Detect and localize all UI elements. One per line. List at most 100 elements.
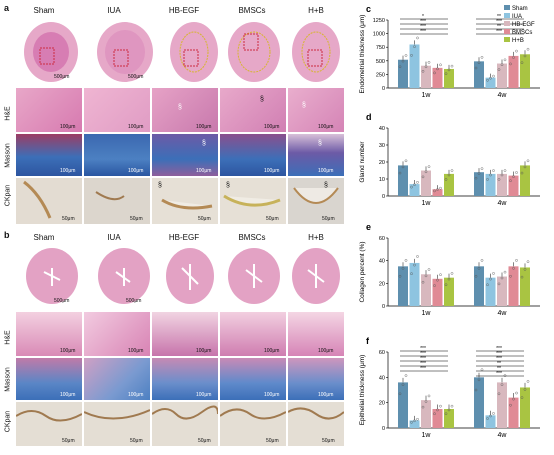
data-point [492,272,495,275]
data-point [492,74,495,78]
legend-swatch-hb-egf [504,21,510,26]
data-point [439,404,442,408]
data-point [447,173,451,177]
data-point [500,276,504,280]
panel-label-f: f [366,336,370,346]
scale-bar-label: 100μm [196,124,212,130]
bar-h+b-4w [520,165,530,196]
data-point [439,63,442,67]
significance-mark: *** [420,19,426,25]
data-point [512,267,515,270]
scale-bar-label: 100μm [196,392,212,398]
data-point [444,72,448,76]
data-point [427,268,431,271]
scale-bar-label: 50μm [322,438,335,444]
scale-bar-label: 100μm [318,124,334,130]
bar-h+b-1w [444,409,454,428]
scale-bar-label: 100μm [60,124,76,130]
scale-bar-label: 100μm [196,168,212,174]
significance-mark: *** [420,29,426,35]
masson-image-bmscs: 100μm [220,134,286,176]
data-point [404,54,408,57]
data-point [503,270,507,274]
scale-bar-label: 100μm [318,392,334,398]
bar-bmscs-4w [508,397,519,428]
scale-bar-label: 50μm [266,216,279,222]
data-point [523,165,527,169]
bar-hb-egf-1w [421,400,431,428]
data-point [444,178,448,181]
data-point [416,36,419,40]
x-tick-label: 1w [422,432,432,439]
he-image-iua: 100μm [84,88,150,132]
data-point [404,259,408,262]
whole-section-hbegf [158,246,218,306]
section-mark: § [324,182,328,189]
data-point [480,167,484,170]
y-tick-label: 40 [379,375,385,381]
data-point [450,169,454,172]
data-point [474,388,478,392]
data-point [427,165,431,168]
data-point [515,259,518,262]
ckpan-image-iua: 50μm [84,178,150,224]
ckpan-image-hbegf: § 50μm [152,178,218,224]
significance-mark: *** [496,346,502,352]
scale-bar-label: 50μm [62,216,75,222]
bar-sham-4w [474,61,484,88]
data-point [413,263,416,267]
data-point [474,176,478,180]
data-point [433,412,436,416]
data-point [401,59,405,63]
legend-swatch-iua [504,13,510,18]
y-tick-label: 20 [379,401,385,407]
bar-sham-1w [398,382,408,428]
y-tick-label: 250 [376,72,385,78]
data-point [486,283,489,287]
bar-iua-4w [485,77,496,88]
scale-bar-label: 100μm [318,168,334,174]
he-image-hbegf: 100μm [152,312,218,356]
y-axis-label: Gland number [359,141,366,183]
y-tick-label: 750 [376,45,385,51]
whole-section-iua: 500μm [90,246,152,306]
scale-bar-label: 100μm [128,168,144,174]
data-point [480,368,484,372]
bar-iua-1w [409,184,420,196]
significance-mark: * [422,14,424,20]
scale-bar-label: 50μm [198,438,211,444]
row-label-he: H&E [4,106,12,121]
data-point [436,408,439,412]
data-point [526,159,530,163]
legend-label: BMSCs [512,30,532,36]
bar-hb-egf-4w [497,63,507,88]
significance-mark: *** [420,366,426,372]
he-image-hb: 100μm [288,312,344,356]
panel-label-a: a [4,3,10,13]
data-point [401,165,405,169]
data-point [486,78,489,82]
y-axis-label: Collagen percent (%) [359,241,366,302]
data-point [503,58,507,62]
section-mark: § [226,182,230,189]
data-point [512,397,515,401]
data-point [447,277,451,281]
bar-sham-4w [474,172,484,196]
significance-mark: *** [420,361,426,367]
data-point [489,414,492,418]
x-tick-label: 4w [498,310,508,317]
significance-mark: *** [496,351,502,357]
col-label-hb: H+B [308,233,324,242]
scale-bar-label: 50μm [266,438,279,444]
whole-section-hb [286,246,342,306]
scale-bar-label: 100μm [128,392,144,398]
significance-mark: *** [496,19,502,25]
row-label-ckpan: CKpan [4,410,12,433]
col-label-hb: H+B [308,6,324,15]
data-point [477,172,481,175]
scale-bar-label: 50μm [322,216,335,222]
significance-mark: *** [420,346,426,352]
bar-h+b-4w [520,54,530,88]
data-point [427,61,431,64]
he-image-hb: § 100μm [288,88,344,132]
